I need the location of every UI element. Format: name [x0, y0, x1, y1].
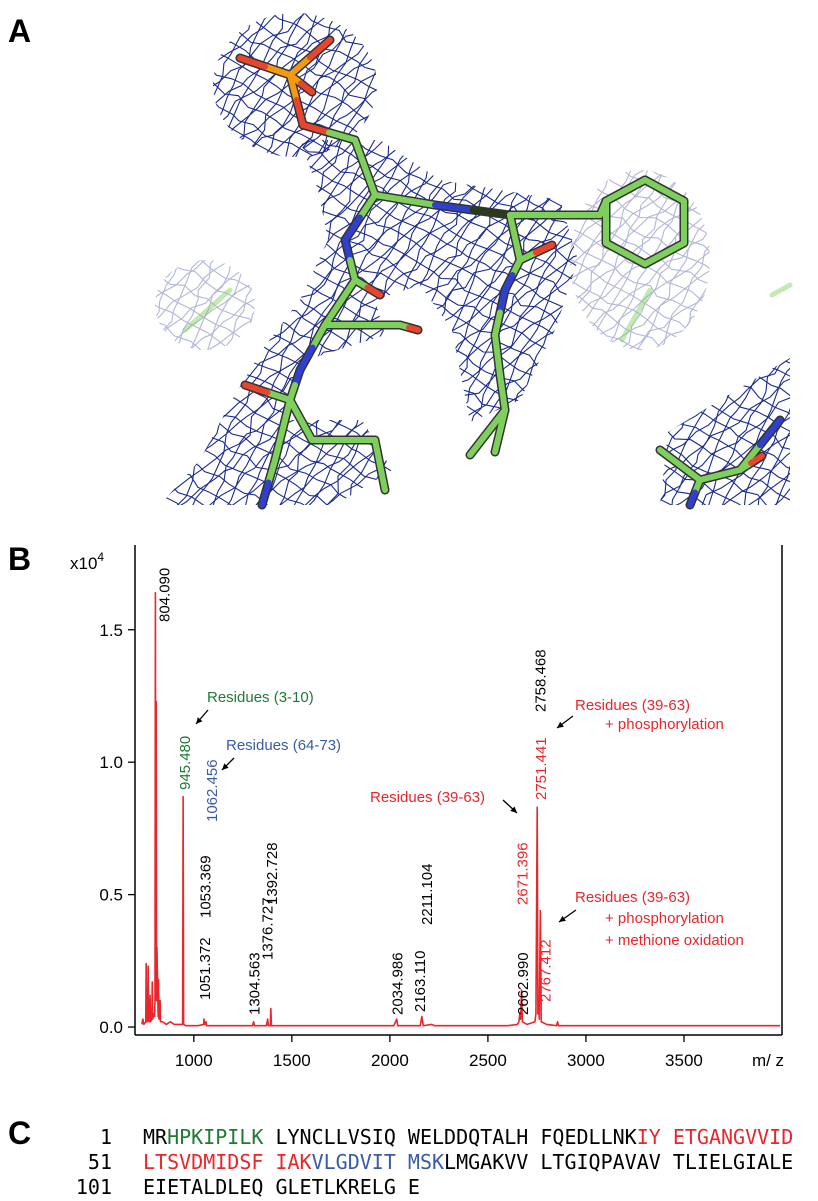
- bond: [536, 245, 552, 253]
- peak-label: 2671.396: [514, 842, 531, 905]
- annotation: Residues (39-63): [575, 697, 690, 714]
- peak-label: 945.480: [177, 736, 194, 790]
- y-scale-exponent: 4: [97, 550, 104, 564]
- mesh-lines: [0, 0, 818, 914]
- sequence-segment: LYNCLLVSIQ WELDDQTALH FQEDLLNK: [263, 1125, 636, 1149]
- annotation: Residues (64-73): [226, 737, 341, 754]
- peak-label: 2758.468: [533, 649, 550, 712]
- annotation: + phosphorylation: [605, 716, 724, 733]
- peak-label: 1062.456: [204, 759, 221, 822]
- peak-label: 2767.412: [537, 939, 554, 1002]
- x-tick-label: 3500: [665, 1051, 703, 1070]
- peak-label: 1376.727: [260, 897, 277, 960]
- arrow-head: [559, 916, 566, 922]
- spectrum-line: [142, 593, 780, 1026]
- sequence-line: MRHPKIPILK LYNCLLVSIQ WELDDQTALH FQEDLLN…: [143, 1125, 793, 1149]
- peak-label: 2211.104: [419, 864, 436, 925]
- sequence-segment: MR: [143, 1125, 168, 1149]
- annotation: + methione oxidation: [605, 932, 744, 949]
- bond: [301, 84, 312, 93]
- figure: A B C x104 m/ z 1 MRHPKIPILK LYNCLLVSIQ W…: [0, 0, 818, 1201]
- panel-label: A: [8, 13, 31, 49]
- peak-label: 2662.990: [515, 952, 532, 1015]
- x-tick-label: 2000: [371, 1051, 409, 1070]
- annotation: Residues (3-10): [207, 689, 314, 706]
- y-scale-base: x10: [70, 554, 97, 573]
- annotation: + phosphorylation: [605, 910, 724, 927]
- annotation: Residues (39-63): [575, 889, 690, 906]
- peak-label: 1304.563: [246, 952, 263, 1015]
- y-scale-label: x104: [70, 550, 104, 573]
- peak-label: 2163.110: [412, 951, 429, 1012]
- y-tick-label: 0.5: [99, 886, 123, 905]
- bond: [409, 328, 418, 331]
- mesh: [54, 159, 356, 451]
- mesh: [55, 0, 523, 317]
- annotation: Residues (39-63): [370, 789, 485, 806]
- density-map: [0, 0, 818, 914]
- y-tick-label: 0.0: [99, 1018, 123, 1037]
- x-tick-label: 1000: [175, 1051, 213, 1070]
- y-tick-label: 1.0: [99, 753, 123, 772]
- bond: [265, 67, 290, 76]
- x-tick-label: 2500: [469, 1051, 507, 1070]
- peak-label: 804.090: [156, 568, 173, 622]
- sequence-segment: LMGAKVV LTGIQPAVAV TLIELGIALE: [444, 1150, 793, 1174]
- mesh-lines: [54, 159, 344, 450]
- mesh-lines: [78, 0, 521, 307]
- bond: [245, 385, 268, 393]
- faint-bond: [772, 285, 790, 295]
- sequence-segment: LTSVDMIDSF IAK: [143, 1150, 312, 1174]
- residue-number: 101: [76, 1175, 112, 1199]
- mesh-lines: [69, 159, 355, 445]
- body: A B C x104 m/ z 1 MRHPKIPILK LYNCLLVSIQ W…: [0, 0, 818, 1201]
- mesh-lines: [55, 0, 521, 317]
- bond: [275, 430, 283, 460]
- bond: [498, 355, 501, 375]
- sequence-line: LTSVDMIDSF IAKVLGDVIT MSKLMGAKVV LTGIQPA…: [143, 1150, 793, 1174]
- bond: [603, 201, 606, 208]
- arrow-head: [557, 722, 564, 728]
- y-tick-label: 1.5: [99, 621, 123, 640]
- page: {"panels": ["A", "B", "C"], "chart_data"…: [0, 0, 818, 1201]
- residue-number: 51: [88, 1150, 112, 1174]
- sequence-segment: IY ETGANGVVID: [637, 1125, 794, 1149]
- panel-label: B: [8, 541, 31, 577]
- sequence-segment: EIETALDLEQ GLETLKRELG E: [143, 1175, 420, 1199]
- bond: [329, 133, 355, 141]
- x-tick-label: 1500: [273, 1051, 311, 1070]
- bond: [283, 400, 291, 430]
- x-tick-label: 3000: [567, 1051, 605, 1070]
- peak-label: 1392.728: [264, 842, 281, 905]
- peak-label: 1051.372: [197, 937, 214, 1000]
- sequence-line: EIETALDLEQ GLETLKRELG E: [143, 1175, 420, 1199]
- bond: [495, 335, 498, 355]
- peak-label: 2034.986: [390, 952, 407, 1015]
- residue-number: 1: [100, 1125, 112, 1149]
- peak-label: 1053.369: [197, 855, 214, 918]
- sequence: 1 MRHPKIPILK LYNCLLVSIQ WELDDQTALH FQEDLL…: [76, 1125, 793, 1199]
- panel-label: C: [8, 1115, 31, 1151]
- x-axis-label: m/ z: [752, 1051, 784, 1070]
- sequence-segment: HPKIPILK: [167, 1125, 263, 1149]
- mesh: [0, 0, 818, 914]
- bond: [470, 433, 488, 456]
- peak-label: 2751.441: [533, 737, 550, 800]
- bond: [303, 125, 329, 133]
- sequence-segment: VLGDVIT MSK: [312, 1150, 444, 1174]
